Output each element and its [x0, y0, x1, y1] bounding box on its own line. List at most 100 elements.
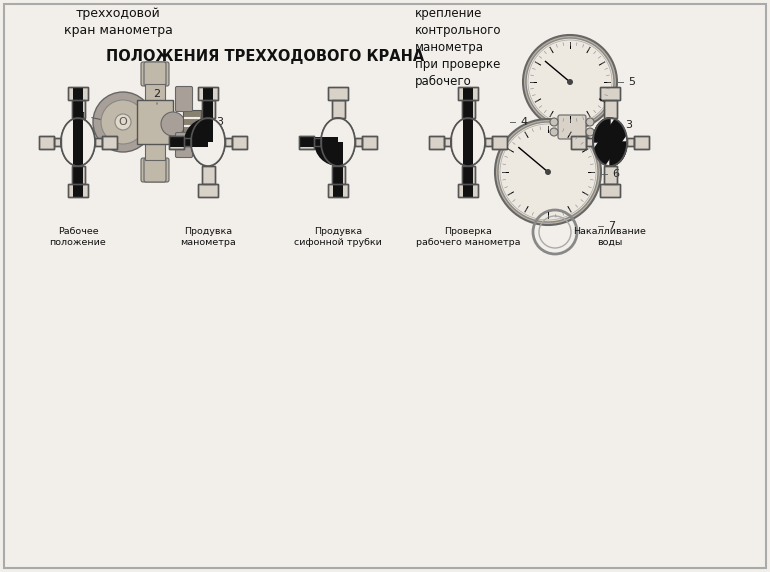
Bar: [169, 137, 191, 147]
Circle shape: [526, 38, 614, 126]
Bar: [355, 138, 362, 146]
Ellipse shape: [593, 118, 627, 166]
FancyBboxPatch shape: [144, 158, 166, 182]
Bar: [328, 87, 348, 100]
Bar: [604, 100, 617, 118]
Bar: [39, 136, 54, 149]
Bar: [328, 87, 348, 100]
Bar: [314, 138, 321, 146]
Ellipse shape: [61, 118, 95, 166]
Circle shape: [586, 128, 594, 136]
Circle shape: [93, 92, 153, 152]
Bar: [321, 137, 338, 147]
Bar: [333, 166, 343, 197]
Bar: [600, 184, 620, 197]
Bar: [600, 184, 620, 197]
Bar: [627, 138, 634, 146]
Bar: [333, 142, 343, 166]
Bar: [202, 100, 215, 118]
Bar: [429, 136, 444, 149]
Wedge shape: [184, 118, 208, 142]
Bar: [232, 136, 247, 149]
Bar: [571, 136, 586, 149]
Circle shape: [498, 122, 598, 222]
Ellipse shape: [593, 118, 627, 166]
Bar: [202, 100, 215, 118]
Text: Накалливание
воды: Накалливание воды: [574, 227, 647, 247]
Bar: [102, 136, 117, 149]
Bar: [634, 136, 649, 149]
Circle shape: [550, 118, 558, 126]
FancyBboxPatch shape: [137, 100, 173, 144]
Text: 3: 3: [216, 117, 223, 127]
Bar: [198, 87, 218, 100]
Bar: [586, 138, 593, 146]
Bar: [72, 100, 85, 118]
Ellipse shape: [593, 118, 627, 166]
Bar: [492, 136, 507, 149]
Bar: [54, 138, 61, 146]
Text: Проверка
рабочего манометра: Проверка рабочего манометра: [416, 227, 521, 247]
Bar: [68, 184, 88, 197]
Bar: [328, 184, 348, 197]
FancyBboxPatch shape: [141, 62, 169, 86]
Text: 7: 7: [608, 221, 615, 231]
Bar: [571, 136, 586, 149]
Text: 2: 2: [153, 89, 161, 99]
Bar: [73, 118, 83, 166]
Circle shape: [101, 100, 145, 144]
Bar: [332, 100, 344, 118]
Text: Продувка
манометра: Продувка манометра: [180, 227, 236, 247]
Bar: [458, 87, 478, 100]
Text: 6: 6: [612, 169, 619, 179]
Bar: [461, 166, 474, 184]
Text: трехходовой
кран манометра: трехходовой кран манометра: [64, 7, 172, 37]
Circle shape: [500, 124, 596, 220]
Bar: [332, 166, 344, 184]
Bar: [183, 110, 201, 134]
Bar: [73, 87, 83, 118]
Bar: [68, 184, 88, 197]
Bar: [332, 100, 344, 118]
Bar: [68, 87, 88, 100]
Bar: [299, 136, 314, 149]
Circle shape: [115, 114, 131, 130]
Bar: [604, 166, 617, 184]
Bar: [362, 136, 377, 149]
Bar: [463, 166, 473, 197]
Text: 1: 1: [79, 112, 86, 122]
Circle shape: [528, 40, 612, 124]
Bar: [198, 87, 218, 100]
Bar: [463, 87, 473, 118]
Bar: [232, 136, 247, 149]
Bar: [225, 138, 232, 146]
Ellipse shape: [321, 118, 355, 166]
Bar: [600, 87, 620, 100]
FancyBboxPatch shape: [144, 62, 166, 86]
Bar: [458, 87, 478, 100]
Ellipse shape: [451, 118, 485, 166]
Bar: [362, 136, 377, 149]
Bar: [355, 138, 362, 146]
Text: O: O: [119, 117, 127, 127]
Circle shape: [495, 119, 601, 225]
Ellipse shape: [61, 118, 95, 166]
Bar: [444, 138, 451, 146]
Circle shape: [550, 128, 558, 136]
Bar: [600, 87, 620, 100]
Bar: [492, 136, 507, 149]
Bar: [586, 138, 593, 146]
FancyBboxPatch shape: [176, 133, 192, 157]
Bar: [461, 100, 474, 118]
Circle shape: [523, 35, 617, 129]
Bar: [203, 118, 213, 142]
Bar: [72, 166, 85, 184]
Circle shape: [586, 118, 594, 126]
Circle shape: [161, 112, 185, 136]
Bar: [332, 166, 344, 184]
Text: ПОЛОЖЕНИЯ ТРЕХХОДОВОГО КРАНА: ПОЛОЖЕНИЯ ТРЕХХОДОВОГО КРАНА: [106, 50, 424, 65]
Text: 3: 3: [625, 120, 632, 130]
Bar: [429, 136, 444, 149]
Ellipse shape: [321, 118, 355, 166]
Bar: [184, 138, 191, 146]
